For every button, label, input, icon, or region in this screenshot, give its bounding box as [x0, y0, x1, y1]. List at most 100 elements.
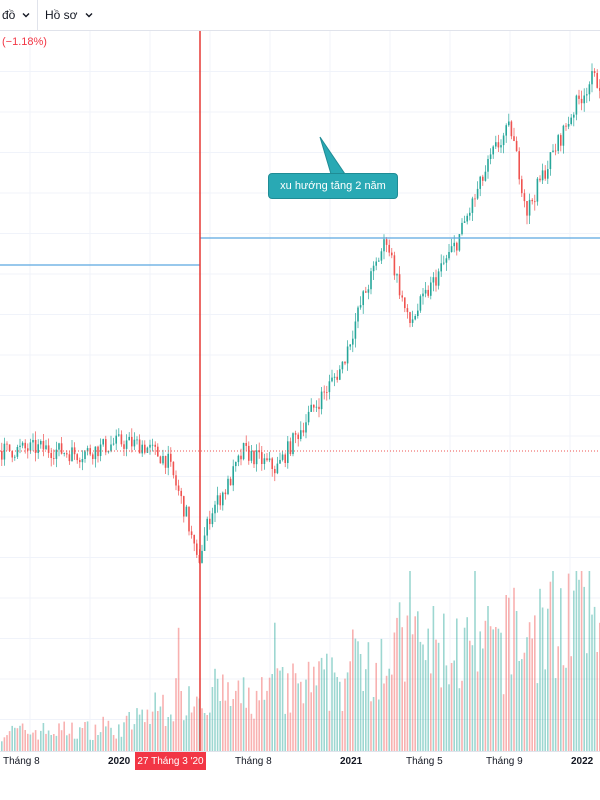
candle-body [541, 170, 544, 181]
candle-body [489, 154, 492, 159]
candle-body [71, 447, 73, 462]
volume-bar [315, 685, 318, 751]
candle-body [154, 444, 156, 447]
volume-bar [284, 713, 286, 751]
candle-body [149, 444, 151, 448]
volume-bar [328, 710, 331, 751]
volume-bar [388, 668, 390, 751]
volume-bar [105, 726, 107, 751]
candle-body [185, 506, 188, 517]
candle-body [552, 150, 554, 153]
volume-bar [154, 692, 156, 751]
volume-bar [271, 674, 273, 751]
volume-bar [539, 588, 541, 751]
candle-body [372, 265, 375, 272]
volume-bar [37, 739, 39, 751]
annotation-pointer [319, 136, 346, 175]
volume-bar [183, 720, 185, 751]
candle-body [112, 443, 115, 445]
candle-body [398, 274, 401, 296]
candle-body [344, 361, 346, 364]
volume-bar [443, 613, 445, 751]
volume-bar [573, 590, 575, 751]
candle-body [164, 456, 167, 468]
candle-body [60, 443, 63, 454]
candle-body [227, 478, 229, 495]
candle-body [339, 369, 341, 380]
volume-bar [1, 741, 3, 751]
candle-body [292, 433, 294, 455]
volume-bar [505, 595, 507, 751]
volume-bar [469, 640, 471, 751]
candle-body [133, 439, 136, 447]
candle-body [55, 449, 58, 459]
candle-body [326, 392, 328, 393]
price-chart[interactable]: Tháng 8 2020 Tháng 8 2021 Tháng 5 Tháng 9 2022 [0, 31, 600, 800]
candle-body [534, 201, 536, 203]
volume-bar [409, 571, 411, 751]
volume-bar [424, 660, 427, 751]
profile-dropdown[interactable]: Hồ sơ [45, 0, 94, 30]
candle-body [554, 150, 557, 152]
volume-bar [279, 670, 281, 751]
volume-bar [34, 730, 37, 751]
candle-body [567, 124, 570, 127]
candle-body [453, 242, 455, 247]
candle-body [492, 146, 494, 155]
volume-bar [47, 730, 50, 751]
volume-bar [248, 687, 250, 751]
volume-bar [287, 673, 289, 751]
volume-bar [120, 736, 123, 751]
candle-body [518, 151, 520, 180]
candle-body [539, 178, 541, 181]
candle-body [253, 450, 255, 465]
volume-bar [331, 657, 333, 751]
volume-bar [125, 715, 128, 751]
chart-type-dropdown[interactable]: đồ [2, 0, 31, 30]
volume-bar [133, 724, 136, 751]
candle-body [125, 440, 128, 449]
volume-bar [534, 615, 536, 751]
candle-body [120, 434, 123, 445]
candle-body [76, 454, 78, 461]
candle-body [3, 443, 6, 460]
volume-bar [453, 660, 455, 751]
candle-body [593, 71, 596, 73]
volume-bar [536, 683, 539, 751]
volume-bar [149, 724, 151, 751]
volume-bar [185, 715, 188, 751]
chart-overlays [0, 31, 600, 753]
candle-body [417, 310, 419, 316]
candle-body [560, 135, 562, 146]
candle-body [502, 135, 505, 146]
volume-bar [294, 673, 297, 751]
volume-bar [76, 738, 78, 751]
candle-body [45, 445, 47, 450]
trend-annotation-callout[interactable]: xu hướng tăng 2 năm [268, 173, 398, 199]
candle-body [411, 319, 414, 323]
volume-bar [276, 668, 279, 751]
candle-body [183, 496, 185, 517]
candle-body [203, 535, 206, 551]
candle-body [224, 492, 227, 495]
volume-bar [8, 731, 11, 751]
volume-bar [229, 706, 232, 751]
volume-bar [235, 690, 237, 751]
candle-body [99, 444, 102, 456]
candle-body [118, 434, 120, 436]
volume-bar [21, 723, 24, 751]
candle-body [206, 518, 208, 536]
candle-body [211, 513, 214, 525]
candle-body [188, 506, 190, 532]
volume-bar [222, 674, 224, 751]
volume-bar [497, 628, 500, 751]
volume-bar [471, 645, 474, 751]
volume-bar [123, 722, 125, 751]
volume-bar [580, 571, 583, 751]
volume-bar [427, 628, 429, 751]
volume-bar [430, 673, 432, 751]
volume-bar [250, 713, 253, 751]
candle-body [289, 441, 292, 455]
candle-body [11, 450, 13, 458]
candle-body [476, 188, 479, 199]
